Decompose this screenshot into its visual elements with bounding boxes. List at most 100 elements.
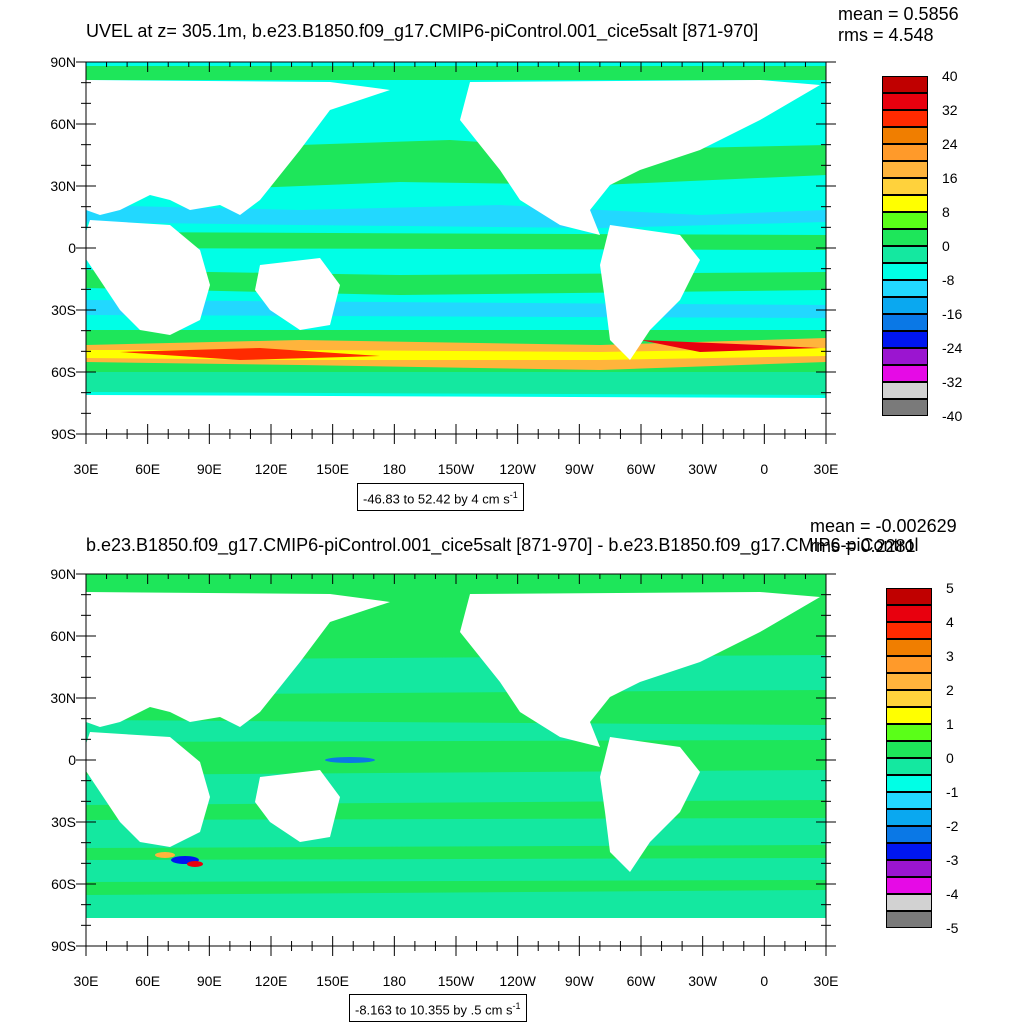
lon-tick-label: 60E (135, 461, 161, 477)
lat-tick-label: 90S (51, 938, 76, 954)
colorbar-label: -4 (946, 886, 959, 902)
panel-1-tick-marks (76, 61, 836, 444)
lon-tick-label: 120W (499, 461, 536, 477)
lon-tick-label: 90W (564, 973, 594, 989)
lon-tick-label: 60W (626, 973, 656, 989)
colorbar-label: 2 (946, 682, 954, 698)
colorbar-swatch (882, 381, 928, 399)
colorbar-label: 1 (946, 716, 954, 732)
panel-2-anomaly (187, 861, 203, 867)
panel-2-anomaly (325, 757, 375, 763)
lon-tick-label: 90E (196, 973, 222, 989)
lat-tick-label: 60N (50, 628, 76, 644)
colorbar-swatch (882, 92, 928, 110)
lat-tick-label: 60S (51, 876, 76, 892)
colorbar-swatch (882, 126, 928, 144)
colorbar-swatch (886, 910, 932, 928)
lon-tick-label: 180 (382, 461, 406, 477)
colorbar-label: -24 (942, 340, 963, 356)
panel-1-band (86, 270, 826, 295)
panel-1-band (86, 338, 826, 370)
panel-1-frame (85, 61, 827, 435)
panel-2-rms: rms = 0.2281 (810, 536, 916, 556)
colorbar-label: 3 (946, 648, 954, 664)
lat-tick-label: 90N (50, 566, 76, 582)
colorbar-swatch (886, 638, 932, 656)
panel-2-band (86, 720, 826, 742)
lon-tick-label: 0 (760, 973, 769, 989)
panel-1-band (86, 372, 826, 395)
lon-tick-label: 30E (73, 461, 99, 477)
panel-2-anomaly (171, 856, 199, 864)
panel-1-band (120, 348, 380, 360)
panel-2-land-africa (86, 732, 210, 847)
panel-1-title: UVEL at z= 305.1m, b.e23.B1850.f09_g17.C… (86, 21, 759, 41)
panel-2-tick-marks (76, 573, 836, 956)
panel-2-band (86, 655, 826, 695)
panel-2-land-samerica (600, 737, 700, 872)
colorbar-swatch (882, 330, 928, 348)
colorbar-swatch (882, 296, 928, 314)
lat-tick-label: 30S (51, 814, 76, 830)
colorbar-label: 5 (946, 580, 954, 596)
panel-1-band (86, 140, 826, 190)
colorbar-label: 8 (942, 204, 950, 220)
panel-1-info-box: -46.83 to 52.42 by 4 cm s-1 (357, 483, 524, 512)
lon-tick-label: 120E (254, 973, 288, 989)
colorbar-swatch (886, 587, 932, 605)
colorbar-label: -2 (946, 818, 959, 834)
panel-1-band (86, 232, 826, 250)
colorbar-label: 24 (942, 136, 958, 152)
colorbar-swatch (886, 740, 932, 758)
colorbar-swatch (886, 757, 932, 775)
lat-tick-label: 30N (50, 690, 76, 706)
lon-tick-label: 60E (135, 973, 161, 989)
lon-tick-label: 60W (626, 461, 656, 477)
panel-2-anomaly (155, 852, 175, 858)
colorbar-swatch (882, 347, 928, 365)
colorbar-swatch (882, 143, 928, 161)
panel-1-band (640, 340, 820, 352)
panel-1-band (86, 300, 826, 318)
lon-tick-label: 180 (382, 973, 406, 989)
panel-1-land-namerica (460, 80, 820, 235)
panel-2-band (86, 818, 826, 848)
colorbar-label: -8 (942, 272, 955, 288)
lon-tick-label: 0 (760, 461, 769, 477)
lon-tick-label: 150W (437, 973, 475, 989)
colorbar-label: -5 (946, 920, 959, 936)
lat-tick-label: 0 (68, 752, 76, 768)
colorbar-label: -3 (946, 852, 959, 868)
colorbar-swatch (882, 211, 928, 229)
colorbar-swatch (886, 655, 932, 673)
panel-2-land-eurasia (86, 592, 390, 727)
colorbar-swatch (886, 893, 932, 911)
panel-1-land-africa (86, 220, 210, 335)
lon-tick-label: 150E (316, 461, 349, 477)
panel-1-ocean-bg (86, 62, 826, 434)
lon-tick-label: 90W (564, 461, 594, 477)
panel-1-land-eurasia (86, 80, 390, 215)
panel-2-info-text: -8.163 to 10.355 by .5 cm s (355, 1002, 513, 1018)
lat-tick-label: 30N (50, 178, 76, 194)
lat-tick-label: 60N (50, 116, 76, 132)
lon-tick-label: 120E (254, 461, 288, 477)
colorbar-swatch (886, 706, 932, 724)
lon-tick-label: 30E (813, 461, 839, 477)
lon-tick-label: 30E (73, 973, 99, 989)
colorbar-swatch (882, 228, 928, 246)
colorbar-label: -32 (942, 374, 963, 390)
colorbar-swatch (886, 723, 932, 741)
colorbar-swatch (886, 825, 932, 843)
lon-tick-label: 120W (499, 973, 536, 989)
colorbar-label: -1 (946, 784, 959, 800)
colorbar-swatch (882, 160, 928, 178)
lat-tick-label: 30S (51, 302, 76, 318)
panel-2-band (86, 770, 826, 805)
panel-1-land-samerica (600, 225, 700, 360)
panel-1-band (86, 66, 826, 80)
lon-tick-label: 30W (688, 973, 718, 989)
colorbar-swatch (882, 398, 928, 416)
colorbar-label: -40 (942, 408, 963, 424)
